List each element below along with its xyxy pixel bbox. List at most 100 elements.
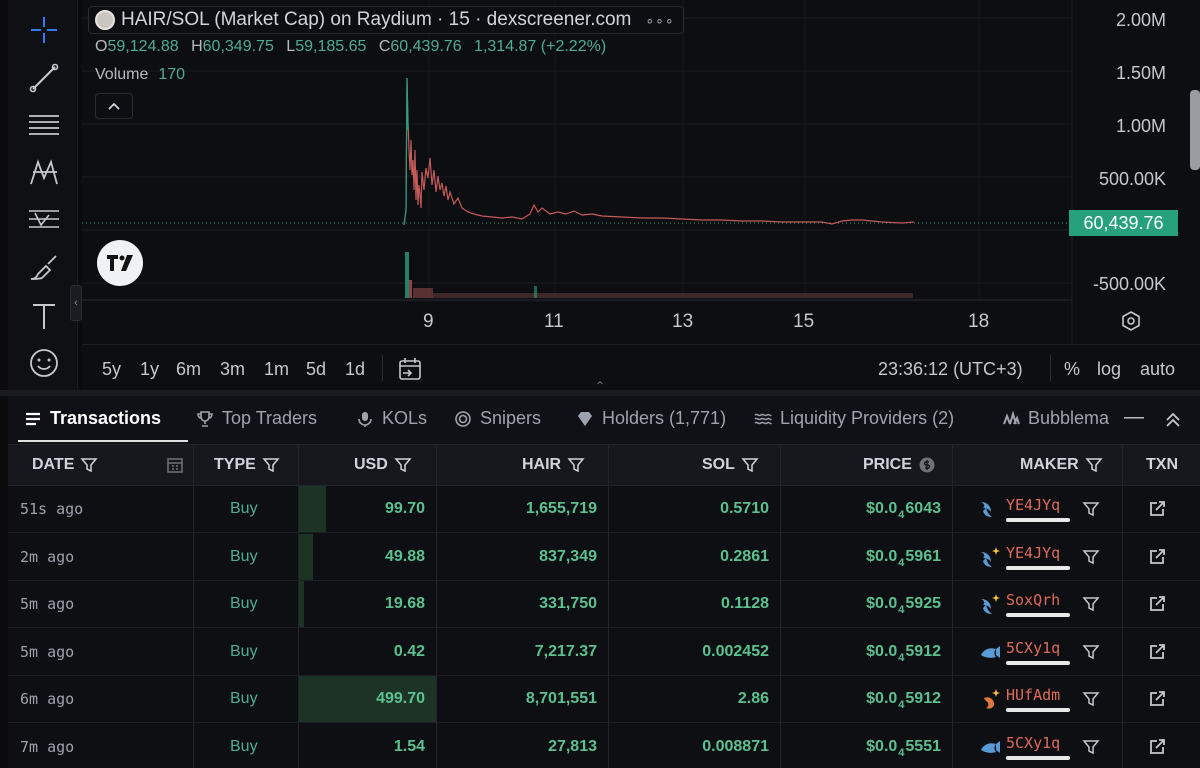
minimize-icon[interactable]: — [1124,406,1144,428]
legend-collapse-button[interactable] [95,93,133,119]
prediction-icon [29,210,59,228]
log-scale-button[interactable]: log [1097,359,1122,379]
text-tool[interactable] [26,298,62,334]
column-header-txn: TXN [1146,456,1178,474]
filter-icon[interactable] [1085,456,1103,474]
column-header-date[interactable]: DATE [32,456,98,474]
table-row[interactable]: 2m ago Buy 49.88 837,349 0.2861 $0.045961 YE4J… [8,533,1200,581]
page-scrollbar[interactable] [1190,90,1200,170]
range-6m[interactable]: 6m [176,359,202,379]
maker-cell[interactable]: SoxQrh [978,589,1078,621]
more-icon[interactable]: ∘∘∘ [645,11,675,28]
last-price-label: 60,439.76 [1069,210,1178,236]
calendar-icon[interactable] [166,456,184,474]
pair-title: HAIR/SOL (Market Cap) on Raydium · 15 · … [121,9,632,30]
sol-cell: 0.5710 [720,500,769,517]
price-prefix: $0.0 [866,642,898,660]
column-header-price[interactable]: PRICE [863,456,936,474]
pattern-icon [30,159,58,185]
currency-toggle-icon[interactable] [918,456,936,474]
filter-icon[interactable] [1082,690,1100,708]
tab-liquidity-providers[interactable]: Liquidity Providers (2) [754,408,954,429]
column-header-type[interactable]: TYPE [214,456,280,474]
maker-cell[interactable]: 5CXy1q [978,732,1078,764]
column-header-maker[interactable]: MAKER [1020,456,1103,474]
filter-icon[interactable] [1082,500,1100,518]
tab-top-traders[interactable]: Top Traders [196,408,317,429]
column-header-usd[interactable]: USD [354,456,412,474]
range-5d[interactable]: 5d [306,359,327,379]
toolbar-collapse-button[interactable]: ‹ [70,285,82,321]
tradingview-logo[interactable] [97,240,143,286]
filter-icon[interactable] [262,456,280,474]
filter-icon[interactable] [80,456,98,474]
price-chart[interactable]: 2.00M 1.50M 1.00M 500.00K -500.00K 9 11 … [82,0,1200,390]
range-3m[interactable]: 3m [220,359,246,379]
maker-address[interactable]: YE4JYq [1006,496,1061,514]
maker-cell[interactable]: HUfAdm [978,684,1078,716]
external-link-icon[interactable] [1148,738,1166,756]
table-row[interactable]: 51s ago Buy 99.70 1,655,719 0.5710 $0.046043 Y… [8,486,1200,533]
range-1y[interactable]: 1y [140,359,160,379]
close-value: 60,439.76 [390,38,462,55]
table-row[interactable]: 5m ago Buy 0.42 7,217.37 0.002452 $0.045912 5C… [8,629,1200,676]
crosshair-tool[interactable] [26,12,62,48]
percent-scale-button[interactable]: % [1064,359,1081,379]
crosshair-icon [31,17,57,43]
clock-readout[interactable]: 23:36:12 (UTC+3) [878,359,1023,379]
external-link-icon[interactable] [1148,643,1166,661]
external-link-icon[interactable] [1148,595,1166,613]
chart-canvas [82,0,1073,344]
type-cell: Buy [230,690,258,707]
bubblemaps-icon [1003,410,1020,424]
range-1d[interactable]: 1d [345,359,366,379]
range-1m[interactable]: 1m [264,359,290,379]
table-row[interactable]: 5m ago Buy 19.68 331,750 0.1128 $0.045925 SoxQ… [8,581,1200,628]
emoji-tool[interactable] [26,345,62,381]
filter-icon[interactable] [567,456,585,474]
tab-holders[interactable]: Holders (1,771) [576,408,726,429]
maker-address[interactable]: YE4JYq [1006,543,1061,562]
maker-address[interactable]: HUfAdm [1006,686,1061,704]
tab-transactions[interactable]: Transactions [24,408,161,429]
maker-cell[interactable]: YE4JYq [978,542,1078,574]
go-to-date-icon[interactable] [396,355,424,383]
filter-icon[interactable] [394,456,412,474]
prediction-tool[interactable] [26,202,62,238]
auto-scale-button[interactable]: auto [1140,359,1176,379]
external-link-icon[interactable] [1148,500,1166,518]
fib-retracement-tool[interactable] [26,107,62,143]
panel-divider[interactable] [0,390,1200,396]
maker-cell[interactable]: YE4JYq [978,494,1078,526]
separator [382,355,383,381]
filter-icon[interactable] [1082,595,1100,613]
filter-icon[interactable] [1082,738,1100,756]
range-5y[interactable]: 5y [102,359,122,379]
maker-cell[interactable]: 5CXy1q [978,637,1078,669]
type-cell: Buy [230,595,258,612]
separator [1050,355,1051,381]
table-row[interactable]: 7m ago Buy 1.54 27,813 0.008871 $0.045551 5CXy… [8,724,1200,768]
trend-line-tool[interactable] [26,60,62,96]
tab-bubblemaps[interactable]: Bubblemaps [1002,408,1128,429]
table-row[interactable]: 6m ago Buy 499.70 8,701,551 2.86 $0.045912 HUf… [8,676,1200,723]
chart-settings-icon[interactable] [1120,310,1142,332]
external-link-icon[interactable] [1148,690,1166,708]
filter-icon[interactable] [1082,643,1100,661]
brush-tool[interactable] [26,250,62,286]
maker-address[interactable]: SoxQrh [1006,591,1061,609]
filter-icon[interactable] [741,456,759,474]
external-link-icon[interactable] [1148,548,1166,566]
maker-address[interactable]: 5CXy1q [1006,733,1061,752]
time-axis-label: 18 [968,311,990,332]
maker-address[interactable]: 5CXy1q [1006,638,1061,657]
pattern-tool[interactable] [26,155,62,191]
expand-panel-icon[interactable] [1164,411,1182,429]
filter-icon[interactable] [1082,548,1100,566]
tab-kols[interactable]: KOLs [356,408,427,429]
column-header-sol[interactable]: SOL [702,456,759,474]
tab-snipers[interactable]: Snipers [454,408,541,429]
column-header-hair[interactable]: HAIR [522,456,585,474]
tab-label: Holders (1,771) [602,408,727,428]
chart-legend-title[interactable]: HAIR/SOL (Market Cap) on Raydium · 15 · … [88,6,684,34]
